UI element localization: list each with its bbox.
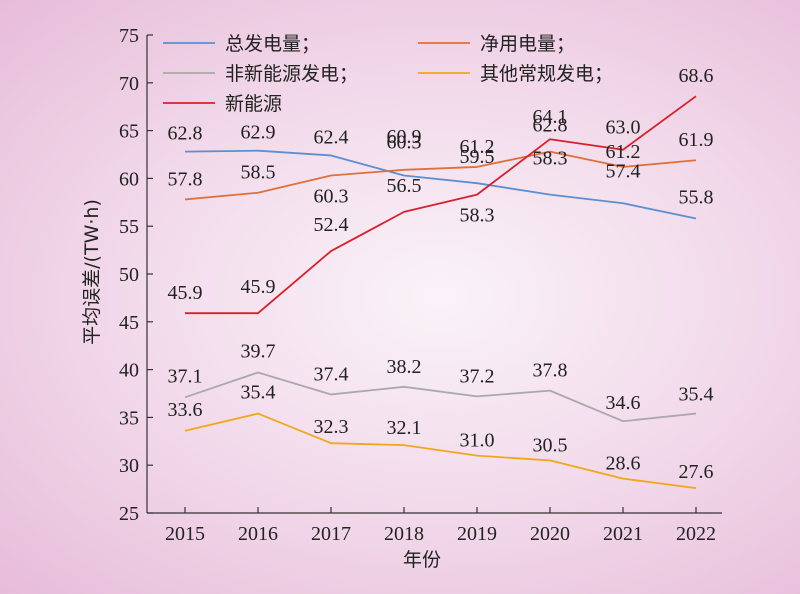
legend: 总发电量； 净用电量； 非新能源发电； 其他常规发电； 新能源 [163,33,613,115]
data-label: 35.4 [241,382,276,404]
series-lines [184,95,697,490]
legend-label: 新能源 [225,93,282,115]
series-line-3 [184,412,697,490]
data-label: 62.9 [241,122,276,144]
series-line-2 [184,371,697,423]
data-label: 61.2 [460,136,495,158]
x-tick-label: 2020 [530,523,570,545]
y-tick-label: 40 [119,360,139,382]
data-label: 62.8 [168,123,203,145]
data-label: 60.9 [387,126,422,148]
data-label: 27.6 [679,461,714,483]
x-tick-label: 2017 [311,523,351,545]
data-label: 68.6 [679,65,714,87]
data-label: 37.4 [314,363,349,385]
y-tick-label: 70 [119,73,139,95]
x-axis-title: 年份 [403,549,441,571]
data-label: 28.6 [606,453,641,475]
y-ticks: 25 30 35 40 45 50 55 60 65 70 75 [119,25,153,525]
data-label: 30.5 [533,434,568,456]
data-label: 45.9 [241,276,276,298]
legend-label: 非新能源发电； [225,63,358,85]
legend-label: 总发电量； [225,33,320,55]
legend-label: 其他常规发电； [480,63,613,85]
y-tick-label: 60 [119,168,139,190]
y-tick-label: 75 [119,25,139,47]
x-tick-label: 2019 [457,523,497,545]
y-tick-label: 25 [119,503,139,525]
data-label: 57.8 [168,168,203,190]
data-label: 62.4 [314,126,349,148]
y-tick-label: 30 [119,455,139,477]
series-line-1 [184,150,697,201]
x-ticks: 2015 2016 2017 2018 2019 2020 2021 2022 [165,507,716,545]
data-label: 64.1 [533,106,568,128]
y-tick-label: 55 [119,216,139,238]
y-tick-label: 50 [119,264,139,286]
data-label: 37.1 [168,365,203,387]
data-label: 37.2 [460,365,495,387]
data-label: 58.3 [460,205,495,227]
data-label: 58.5 [241,162,276,184]
data-label: 52.4 [314,214,349,236]
legend-label: 净用电量； [480,33,575,55]
data-label: 32.1 [387,417,422,439]
x-tick-label: 2018 [384,523,424,545]
data-label: 62.8 [533,115,568,137]
data-label: 39.7 [241,340,276,362]
data-label: 31.0 [460,430,495,452]
y-tick-label: 65 [119,121,139,143]
data-label: 55.8 [679,187,714,209]
data-label: 61.2 [606,141,641,163]
y-tick-label: 45 [119,312,139,334]
data-label: 60.3 [387,132,422,154]
data-label: 56.5 [387,175,422,197]
data-labels: 62.8 62.9 62.4 60.3 59.5 58.3 57.4 55.8 57.8 58.5… [168,65,714,483]
data-label: 32.3 [314,416,349,438]
data-label: 35.4 [679,384,714,406]
data-label: 37.8 [533,360,568,382]
data-label: 63.0 [606,117,641,139]
data-label: 45.9 [168,282,203,304]
x-tick-label: 2021 [603,523,643,545]
series-line-4 [185,95,697,315]
data-label: 60.3 [314,186,349,208]
y-tick-label: 35 [119,407,139,429]
data-label: 61.9 [679,129,714,151]
x-tick-label: 2016 [238,523,278,545]
data-label: 59.5 [460,146,495,168]
series-line-0 [184,149,697,220]
y-axis-title: 平均误差/(TW·h) [81,199,103,345]
data-label: 34.6 [606,392,641,414]
data-label: 38.2 [387,356,422,378]
data-label: 57.4 [606,160,641,182]
data-label: 33.6 [168,399,203,421]
data-label: 58.3 [533,148,568,170]
x-tick-label: 2015 [165,523,205,545]
x-tick-label: 2022 [676,523,716,545]
